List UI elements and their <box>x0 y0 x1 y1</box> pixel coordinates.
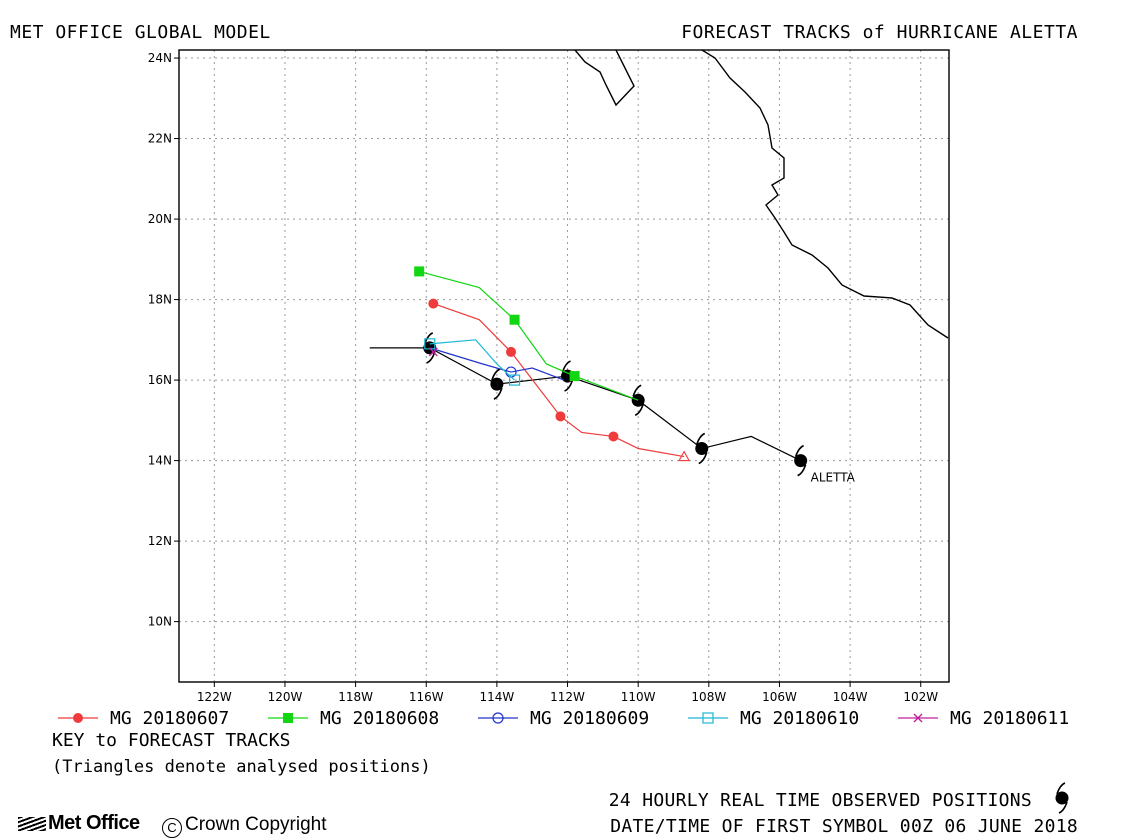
observed-position-hurricane-icon <box>695 432 709 465</box>
track-point-mg20180607 <box>506 346 517 357</box>
tick-label-lon: 108W <box>691 690 726 704</box>
observed-track-line <box>369 347 801 462</box>
tracks-layer: ALETTA <box>369 266 856 485</box>
track-point-mg20180608 <box>509 314 520 325</box>
tick-label-lon: 118W <box>338 690 373 704</box>
tick-label-lon: 114W <box>479 690 514 704</box>
track-point-mg20180608 <box>414 266 425 277</box>
legend-label-mg20180610: MG 20180610 <box>740 708 860 729</box>
track-line-mg20180609 <box>429 347 565 381</box>
tick-label-lon: 120W <box>268 690 303 704</box>
crown-copyright: C Crown Copyright <box>162 814 327 838</box>
observed-positions-note: 24 HOURLY REAL TIME OBSERVED POSITIONS <box>608 790 1032 811</box>
header-left-title: MET OFFICE GLOBAL MODEL <box>10 22 271 43</box>
legend-marker-mg20180611 <box>913 713 923 723</box>
copyright-icon: C <box>162 818 182 838</box>
axis-ticks: 122W 120W 118W 116W 114W 112W 110W 108W 106W 104W… <box>148 51 939 704</box>
tick-label-lat: 20N <box>148 212 172 226</box>
tick-label-lon: 116W <box>409 690 444 704</box>
map-grid <box>179 50 949 682</box>
track-line-mg20180608 <box>419 270 639 401</box>
coastline-mainland <box>701 50 949 339</box>
legend-marker-mg20180607 <box>73 713 83 723</box>
observed-symbol-icon <box>1055 782 1069 814</box>
plot-frame <box>178 49 950 683</box>
track-point-mg20180607 <box>555 411 566 422</box>
first-symbol-datetime: DATE/TIME OF FIRST SYMBOL 00Z 06 JUNE 20… <box>610 816 1078 837</box>
legend-markers <box>58 712 938 724</box>
tick-label-lon: 110W <box>621 690 656 704</box>
tick-label-lat: 10N <box>148 615 172 629</box>
track-line-mg20180607 <box>433 303 685 458</box>
key-to-forecast-tracks: KEY to FORECAST TRACKS <box>52 730 291 751</box>
tick-label-lon: 104W <box>833 690 868 704</box>
legend-label-mg20180608: MG 20180608 <box>320 708 440 729</box>
header-right-title: FORECAST TRACKS of HURRICANE ALETTA <box>681 22 1078 43</box>
legend-label-mg20180609: MG 20180609 <box>530 708 650 729</box>
legend-label-mg20180607: MG 20180607 <box>110 708 230 729</box>
triangles-note: (Triangles denote analysed positions) <box>52 757 431 777</box>
met-office-logo-icon <box>18 816 46 831</box>
storm-name-label: ALETTA <box>811 471 856 485</box>
track-point-mg20180610 <box>508 374 521 386</box>
track-line-mg20180610 <box>429 339 515 381</box>
legend-marker-mg20180610 <box>702 712 714 724</box>
track-point-mg20180608 <box>569 371 580 382</box>
legend-marker-mg20180609 <box>492 712 504 724</box>
tick-label-lon: 106W <box>762 690 797 704</box>
tick-label-lon: 112W <box>550 690 585 704</box>
observed-position-hurricane-icon <box>490 368 504 400</box>
track-point-mg20180611 <box>428 347 438 357</box>
observed-position-hurricane-icon <box>631 384 645 416</box>
coastline-baja <box>574 50 635 107</box>
tick-label-lat: 22N <box>148 132 172 146</box>
tick-label-lat: 14N <box>148 454 172 468</box>
observed-hurricane-icon <box>1055 782 1069 814</box>
observed-position-hurricane-icon <box>794 444 808 477</box>
analysed-position-triangle <box>678 450 691 462</box>
track-point-mg20180607 <box>608 431 619 442</box>
tick-label-lat: 18N <box>148 293 172 307</box>
tick-label-lat: 12N <box>148 534 172 548</box>
track-point-mg20180607 <box>428 298 439 309</box>
tick-label-lon: 122W <box>197 690 232 704</box>
tick-label-lat: 24N <box>148 51 172 65</box>
legend-marker-mg20180608 <box>283 713 293 723</box>
tick-label-lon: 102W <box>903 690 938 704</box>
met-office-logo: Met Office <box>18 812 140 835</box>
legend-label-mg20180611: MG 20180611 <box>950 708 1070 729</box>
tick-label-lat: 16N <box>148 373 172 387</box>
coastline <box>574 50 949 339</box>
